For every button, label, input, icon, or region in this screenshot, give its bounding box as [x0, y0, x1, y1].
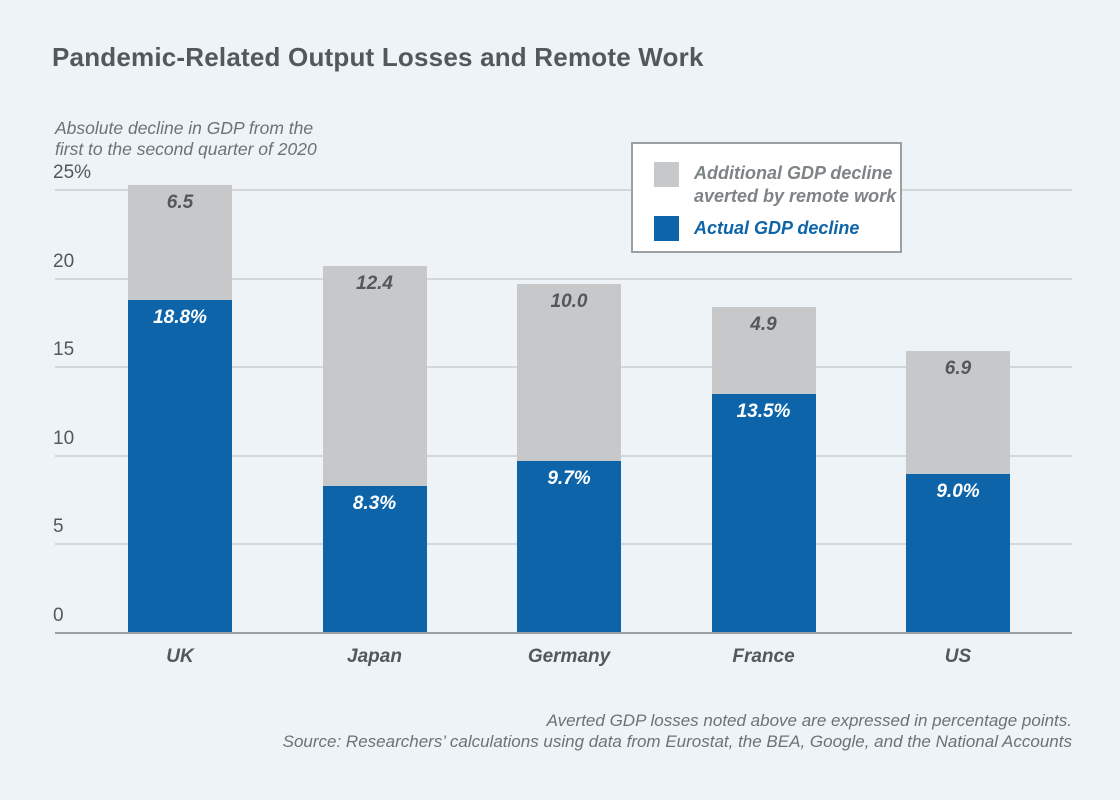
- bar-segment-averted-uk: 6.5: [128, 184, 232, 300]
- bar-segment-actual-japan: 8.3%: [322, 485, 427, 633]
- gridline: [55, 277, 1072, 280]
- legend-entry-averted: Additional GDP decline averted by remote…: [654, 162, 900, 208]
- bar-segment-averted-germany: 10.0: [517, 283, 621, 462]
- bar-value-actual: 13.5%: [736, 400, 791, 422]
- gridline: [55, 189, 1072, 191]
- y-tick-label: 25%: [53, 162, 92, 183]
- bar-segment-averted-us: 6.9: [906, 351, 1010, 474]
- page-title: Pandemic-Related Output Losses and Remot…: [52, 42, 704, 72]
- x-tick-label-france: France: [732, 646, 795, 667]
- y-axis-description-line2: first to the second quarter of 2020: [55, 139, 317, 159]
- bar-segment-actual-germany: 9.7%: [517, 461, 621, 633]
- chart-footnotes: Averted GDP losses noted above are expre…: [283, 710, 1072, 752]
- legend-swatch-actual: [654, 216, 679, 241]
- chart-legend: Additional GDP decline averted by remote…: [631, 142, 902, 253]
- legend-entry-actual: Actual GDP decline: [654, 216, 900, 241]
- bar-value-averted: 4.9: [750, 313, 777, 335]
- y-axis-description-line1: Absolute decline in GDP from the: [55, 118, 314, 138]
- y-tick-label: 15: [53, 339, 75, 361]
- y-tick-label: 20: [53, 250, 75, 272]
- bar-value-averted: 10.0: [550, 290, 588, 312]
- footnote-note: Averted GDP losses noted above are expre…: [546, 711, 1072, 730]
- bar-value-averted: 6.5: [166, 191, 194, 213]
- bar-segment-averted-japan: 12.4: [322, 266, 427, 486]
- bar-value-actual: 8.3%: [352, 492, 397, 514]
- y-tick-label: 0: [53, 605, 64, 626]
- legend-label-averted-line2: averted by remote work: [694, 186, 897, 206]
- footnote-source: Source: Researchers’ calculations using …: [282, 732, 1072, 751]
- bar-value-actual: 9.7%: [547, 468, 591, 490]
- legend-label-averted: Additional GDP decline averted by remote…: [694, 162, 896, 208]
- legend-label-averted-line1: Additional GDP decline: [694, 163, 893, 183]
- bar-value-actual: 9.0%: [936, 480, 980, 502]
- bar-value-averted: 6.9: [944, 358, 972, 380]
- bar-segment-actual-france: 13.5%: [711, 393, 816, 633]
- bar-segment-averted-france: 4.9: [711, 306, 816, 394]
- x-tick-label-japan: Japan: [347, 646, 402, 667]
- x-tick-label-uk: UK: [166, 646, 194, 667]
- bar-segment-actual-uk: 18.8%: [128, 299, 232, 633]
- x-tick-label-us: US: [944, 646, 972, 667]
- bar-segment-actual-us: 9.0%: [906, 473, 1010, 633]
- bar-value-averted: 12.4: [356, 273, 393, 295]
- y-tick-label: 5: [53, 516, 64, 538]
- plot-area: 0 5 10 15 20 25% 18.8% 6.5 UK 8.3% 12.4 Japan 9.7% 10…: [53, 162, 1072, 667]
- x-tick-label-germany: Germany: [527, 646, 611, 667]
- x-axis-baseline: [55, 632, 1072, 634]
- y-tick-label: 10: [53, 427, 75, 449]
- legend-label-actual: Actual GDP decline: [694, 218, 860, 238]
- y-axis-description: Absolute decline in GDP from the first t…: [55, 118, 317, 160]
- legend-swatch-averted: [654, 162, 679, 187]
- bar-value-actual: 18.8%: [153, 306, 207, 328]
